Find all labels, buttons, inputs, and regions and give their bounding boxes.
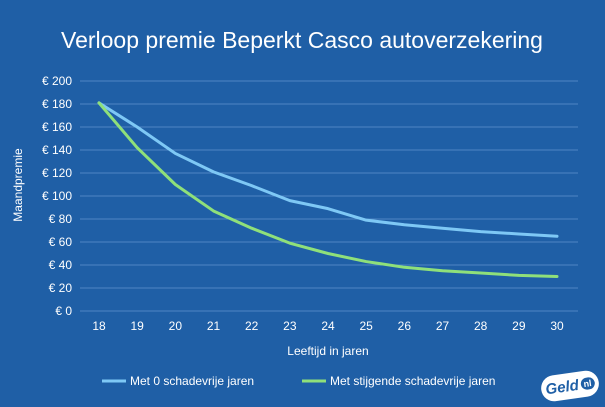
y-tick-label: € 40 bbox=[49, 258, 73, 272]
x-tick-label: 23 bbox=[283, 319, 297, 333]
x-tick-label: 20 bbox=[169, 319, 183, 333]
logo-suffix: nl bbox=[579, 376, 596, 391]
x-tick-label: 24 bbox=[321, 319, 335, 333]
x-tick-label: 19 bbox=[130, 319, 144, 333]
legend-label-2: Met stijgende schadevrije jaren bbox=[330, 374, 495, 388]
x-tick-label: 26 bbox=[398, 319, 412, 333]
y-tick-label: € 20 bbox=[49, 281, 73, 295]
y-tick-label: € 180 bbox=[42, 97, 72, 111]
series-line-2 bbox=[97, 101, 559, 278]
legend: Met 0 schadevrije jaren Met stijgende sch… bbox=[102, 374, 495, 388]
series-line-1 bbox=[97, 101, 559, 238]
y-tick-label: € 120 bbox=[42, 166, 72, 180]
gridlines bbox=[80, 80, 578, 312]
y-tick-label: € 140 bbox=[42, 143, 72, 157]
logo-text: Geld bbox=[544, 376, 580, 398]
x-tick-label: 25 bbox=[359, 319, 373, 333]
y-tick-label: € 60 bbox=[49, 235, 73, 249]
y-tick-label: € 100 bbox=[42, 189, 72, 203]
x-axis-label: Leeftijd in jaren bbox=[287, 344, 368, 358]
x-tick-label: 22 bbox=[245, 319, 259, 333]
x-tick-label: 30 bbox=[550, 319, 564, 333]
y-tick-label: € 200 bbox=[42, 74, 72, 88]
y-axis-label: Maandpremie bbox=[11, 148, 25, 222]
x-tick-label: 28 bbox=[474, 319, 488, 333]
y-axis-ticks: € 0 € 20 € 40 € 60 € 80 € 100 € 120 € 140 € 160 €… bbox=[42, 74, 72, 318]
legend-label-1: Met 0 schadevrije jaren bbox=[130, 374, 254, 388]
x-tick-label: 18 bbox=[92, 319, 106, 333]
x-axis-ticks: 18 19 20 21 22 23 24 25 26 27 28 29 30 bbox=[92, 319, 564, 333]
x-tick-label: 29 bbox=[512, 319, 526, 333]
series-lines bbox=[97, 101, 559, 278]
x-tick-label: 21 bbox=[207, 319, 221, 333]
chart-title: Verloop premie Beperkt Casco autoverzeke… bbox=[61, 27, 543, 53]
x-tick-label: 27 bbox=[436, 319, 450, 333]
y-tick-label: € 0 bbox=[55, 304, 72, 318]
y-tick-label: € 80 bbox=[49, 212, 73, 226]
y-tick-label: € 160 bbox=[42, 120, 72, 134]
